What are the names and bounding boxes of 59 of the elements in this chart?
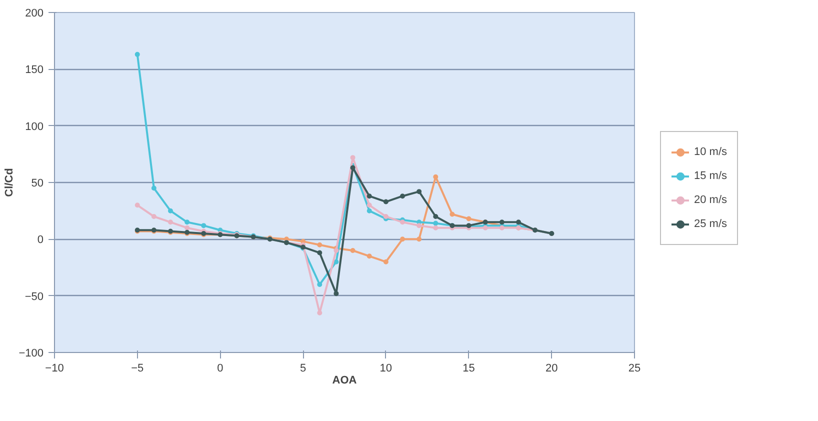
point [134, 52, 140, 57]
point [366, 254, 372, 259]
x-tick-label: 15 [462, 362, 475, 374]
point [168, 208, 173, 214]
point [334, 248, 339, 253]
point [366, 194, 372, 199]
point [433, 174, 438, 180]
point [366, 208, 372, 214]
point [317, 282, 322, 287]
point [416, 189, 422, 194]
point [466, 216, 472, 222]
x-tick-label: 5 [300, 362, 306, 374]
point [350, 165, 356, 170]
point [383, 259, 388, 264]
point [168, 220, 173, 225]
point [433, 220, 438, 226]
x-tick-label: 0 [217, 362, 224, 374]
point [184, 225, 190, 230]
point [433, 225, 438, 230]
point [499, 220, 504, 225]
point [433, 214, 438, 219]
legend-label: 25 m/s [694, 218, 728, 230]
legend-label: 20 m/s [694, 194, 728, 206]
y-tick-label: 200 [25, 8, 44, 20]
y-tick-label: 100 [25, 120, 44, 133]
y-tick-label: 150 [25, 64, 44, 76]
point [317, 242, 322, 248]
point [400, 194, 405, 199]
point [151, 186, 156, 191]
point [516, 220, 521, 225]
point [416, 223, 422, 228]
x-tick-label: −5 [131, 362, 144, 374]
point [400, 236, 405, 242]
point [334, 291, 339, 296]
y-tick-label: −100 [18, 348, 44, 360]
point [350, 248, 356, 253]
x-tick-label: 20 [546, 362, 558, 374]
x-tick-label: 25 [628, 362, 641, 374]
x-tick-label: −10 [45, 362, 64, 374]
y-tick-label: 50 [31, 178, 44, 190]
point [134, 202, 140, 208]
point [151, 214, 156, 219]
y-tick-label: −50 [24, 290, 44, 303]
point [383, 199, 388, 204]
y-axis-title: Cl/Cd [4, 168, 16, 197]
point [416, 236, 422, 242]
x-tick-label: 10 [380, 362, 392, 374]
point [334, 259, 339, 264]
point [201, 223, 206, 228]
point [383, 214, 388, 219]
point [450, 212, 455, 217]
x-axis-title: AOA [332, 374, 357, 386]
point [317, 250, 322, 256]
point [184, 220, 190, 225]
point [366, 202, 372, 208]
legend-label: 10 m/s [694, 146, 728, 158]
point [400, 220, 405, 225]
legend-label: 15 m/s [694, 170, 728, 182]
y-tick-label: 0 [37, 234, 44, 246]
